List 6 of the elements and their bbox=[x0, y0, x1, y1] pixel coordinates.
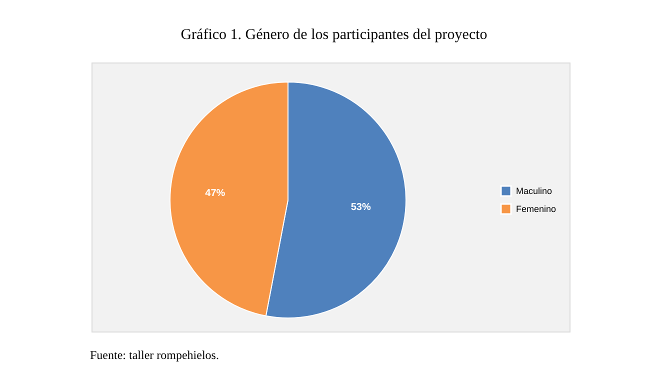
legend-label: Maculino bbox=[516, 186, 552, 196]
data-label: 47% bbox=[205, 188, 226, 200]
data-label: 53% bbox=[350, 202, 371, 213]
legend-label: Femenino bbox=[516, 204, 556, 214]
chart-title: Gráfico 1. Género de los participantes del proyecto bbox=[180, 27, 488, 43]
source-note: Fuente: taller rompehielos. bbox=[90, 348, 219, 362]
